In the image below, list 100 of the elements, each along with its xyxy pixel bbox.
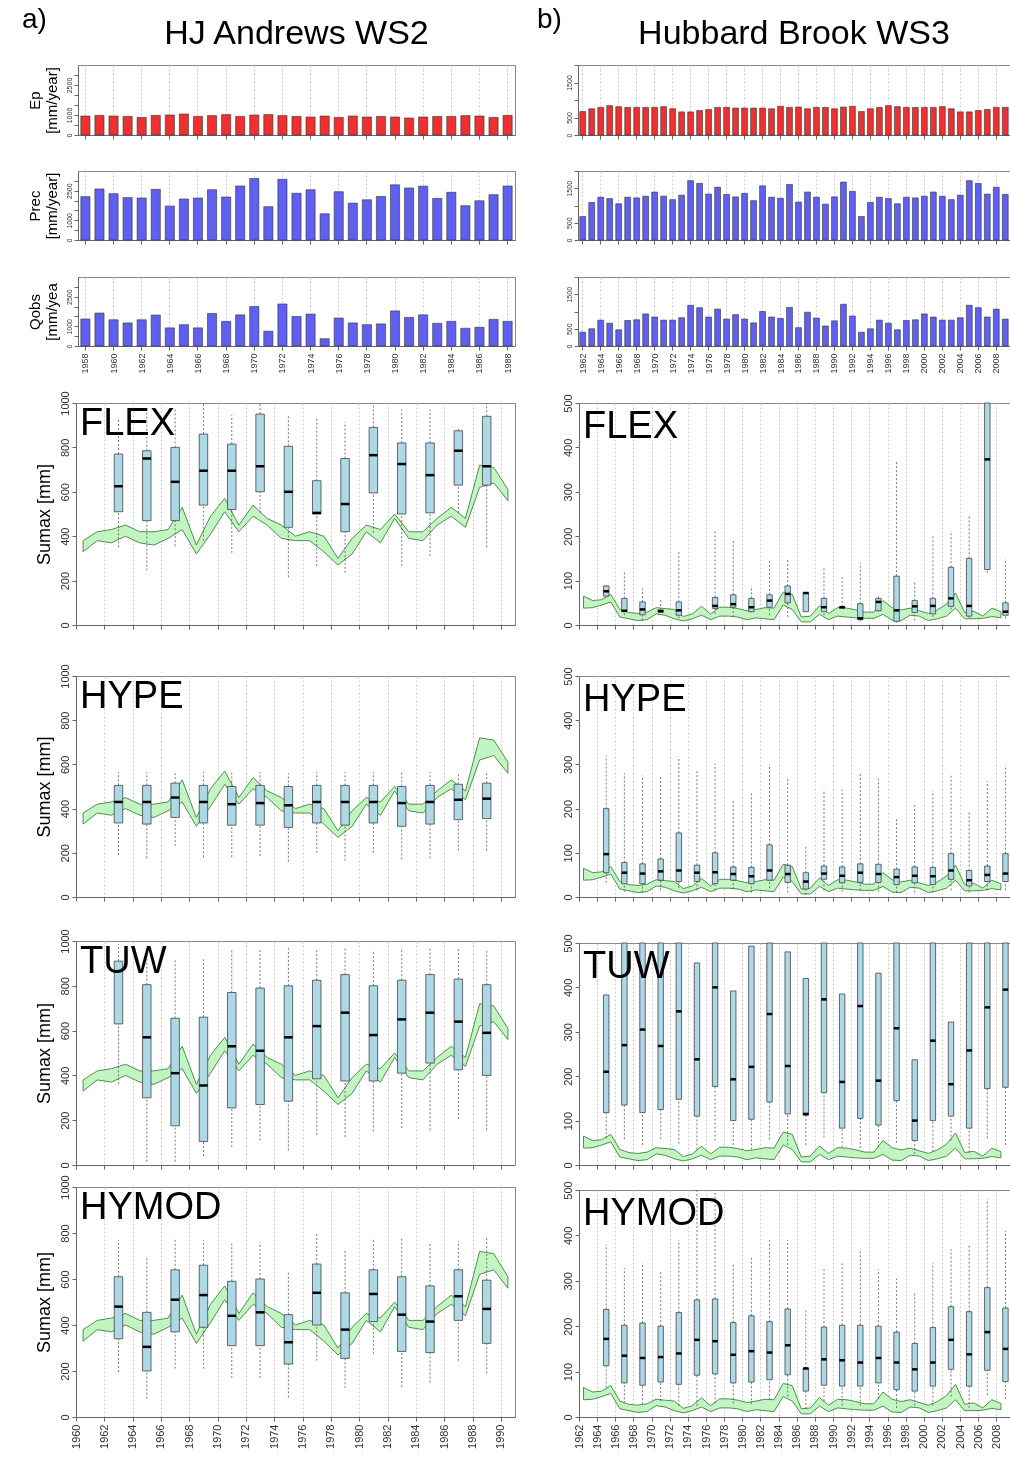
- bar: [263, 206, 274, 241]
- y-tick-label: 600: [58, 755, 71, 775]
- bar: [277, 303, 288, 347]
- bar: [633, 197, 640, 241]
- bar: [930, 316, 937, 347]
- bar: [840, 181, 847, 241]
- y-tick-label: 300: [561, 755, 574, 775]
- x-tick-label: 1986: [437, 1424, 450, 1449]
- y-tick-label: 400: [58, 1316, 71, 1335]
- y-tick-label: 100: [561, 844, 574, 863]
- y-tick-label: 200: [561, 1317, 574, 1336]
- y-tick-label: 800: [58, 711, 71, 730]
- x-tick-label: 1980: [735, 1424, 748, 1449]
- bar: [207, 313, 217, 347]
- x-tick-label: 1978: [324, 1424, 337, 1449]
- chart-title: FLEX: [80, 400, 176, 443]
- x-tick-label: 1960: [69, 1424, 82, 1449]
- chart-title: Hubbard Brook WS3: [638, 12, 950, 51]
- bar: [669, 319, 676, 347]
- bar: [759, 311, 766, 347]
- y-tick-label: 300: [561, 1272, 574, 1291]
- chart-title: TUW: [80, 938, 167, 981]
- bar: [858, 331, 865, 347]
- bar: [777, 318, 784, 347]
- x-tick-label: 1972: [239, 1424, 252, 1449]
- bar: [831, 196, 838, 241]
- x-tick-label: 1992: [847, 353, 858, 374]
- x-tick-label: 1970: [211, 1424, 224, 1449]
- y-axis-title: Qobs [mm/yea: [25, 282, 60, 341]
- x-tick-label: 1976: [296, 1424, 309, 1449]
- x-tick-label: 1974: [685, 353, 696, 374]
- bar: [579, 331, 586, 347]
- bar: [263, 330, 274, 347]
- bar: [235, 185, 246, 241]
- x-tick-label: 1968: [626, 1424, 639, 1449]
- chart-title: HYMOD: [80, 1184, 222, 1227]
- x-tick-label: 1962: [97, 1424, 110, 1449]
- x-tick-label: 1972: [667, 353, 678, 374]
- bar: [615, 329, 622, 347]
- x-tick-label: 1972: [663, 1424, 676, 1449]
- x-tick-label: 1958: [80, 353, 91, 374]
- x-tick-label: 1986: [474, 353, 485, 374]
- x-tick-label: 1980: [352, 1424, 365, 1449]
- y-tick-label: 200: [561, 527, 574, 546]
- x-tick-label: 2000: [919, 353, 930, 374]
- x-tick-label: 1962: [577, 353, 588, 374]
- x-tick-label: 1980: [390, 353, 401, 374]
- y-tick-label: 0: [561, 1162, 574, 1169]
- x-tick-label: 1964: [595, 353, 606, 374]
- x-tick-label: 1996: [883, 353, 894, 374]
- y-tick-label: 500: [561, 394, 574, 413]
- bar: [687, 180, 694, 241]
- bar: [108, 319, 119, 347]
- bar: [333, 317, 344, 347]
- x-tick-label: 1978: [717, 1424, 730, 1449]
- bar: [207, 189, 217, 241]
- x-tick-label: 1986: [790, 1424, 803, 1449]
- bar: [150, 314, 161, 347]
- bar: [502, 321, 513, 347]
- bar: [432, 323, 443, 347]
- bar: [966, 180, 973, 241]
- y-tick-label: 0: [561, 622, 574, 629]
- bar: [460, 327, 471, 347]
- bar: [193, 197, 203, 241]
- x-tick-label: 1998: [901, 353, 912, 374]
- bar: [136, 319, 147, 347]
- y-tick-label: 600: [58, 1270, 71, 1289]
- bar: [741, 318, 748, 347]
- x-tick-label: 1970: [649, 353, 660, 374]
- y-axis-title: Sumax [mm]: [33, 1251, 54, 1354]
- bar: [376, 323, 386, 347]
- bar: [488, 194, 499, 241]
- x-tick-label: 1964: [590, 1424, 603, 1449]
- y-axis-title: Sumax [mm]: [33, 1002, 54, 1105]
- bar: [164, 205, 175, 241]
- bar: [606, 198, 613, 241]
- x-tick-label: 1992: [844, 1424, 857, 1449]
- x-tick-label: 1974: [681, 1424, 694, 1449]
- bar: [390, 184, 400, 241]
- x-tick-label: 1978: [361, 353, 372, 374]
- bar: [488, 319, 499, 347]
- x-tick-label: 1966: [608, 1424, 621, 1449]
- bar: [876, 196, 883, 241]
- bar: [912, 319, 919, 347]
- bar: [80, 196, 91, 241]
- y-tick-label: 500: [561, 934, 574, 953]
- bar: [687, 304, 694, 347]
- x-tick-label: 1988: [502, 353, 513, 374]
- y-tick-label: 400: [58, 799, 71, 819]
- bar: [696, 183, 703, 241]
- bar: [249, 306, 260, 347]
- bar: [777, 197, 784, 241]
- x-tick-label: 1984: [446, 353, 457, 374]
- bar: [894, 203, 901, 241]
- y-tick-label: 500: [561, 667, 574, 686]
- bar: [362, 199, 372, 241]
- bar: [446, 191, 457, 241]
- y-tick-label: 400: [561, 438, 574, 458]
- bar: [678, 194, 685, 241]
- bar: [193, 327, 203, 347]
